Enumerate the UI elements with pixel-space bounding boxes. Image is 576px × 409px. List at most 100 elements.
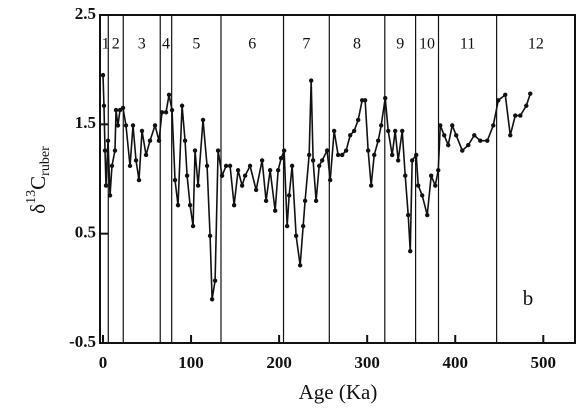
data-point <box>331 128 337 134</box>
data-point <box>339 152 345 158</box>
data-point <box>450 123 455 128</box>
data-point <box>284 223 290 229</box>
data-point <box>302 198 308 204</box>
data-point <box>466 142 471 148</box>
data-point <box>306 152 312 158</box>
stage-label: 6 <box>248 36 256 53</box>
data-point <box>408 248 413 254</box>
data-point <box>223 163 229 169</box>
data-point <box>297 263 303 268</box>
data-point <box>372 152 377 158</box>
data-point <box>101 103 107 108</box>
data-point <box>235 168 241 173</box>
data-point <box>362 98 368 103</box>
data-point <box>253 187 259 193</box>
data-point <box>300 223 306 229</box>
data-point <box>105 138 111 143</box>
data-point <box>386 128 391 134</box>
data-point <box>267 168 273 173</box>
data-point <box>395 158 401 163</box>
data-point <box>133 158 139 163</box>
data-point <box>192 148 198 153</box>
data-point <box>365 148 371 153</box>
data-point <box>445 142 451 148</box>
data-point <box>152 123 158 128</box>
data-point <box>406 212 411 218</box>
data-point <box>524 103 529 108</box>
data-point <box>103 183 109 188</box>
panel-label: b <box>523 286 534 310</box>
data-point <box>143 152 149 158</box>
data-point <box>159 110 165 115</box>
data-point <box>355 117 361 123</box>
data-point <box>204 163 210 169</box>
x-tick-label: 200 <box>266 353 292 372</box>
data-point <box>123 123 129 128</box>
y-tick-label: 1.5 <box>75 113 96 132</box>
data-point <box>120 105 126 111</box>
data-point <box>172 177 178 183</box>
data-point <box>491 123 496 128</box>
data-point <box>231 203 237 208</box>
data-point <box>420 193 425 198</box>
data-point <box>136 177 142 183</box>
data-point <box>107 193 113 198</box>
data-point <box>496 98 501 103</box>
data-point <box>179 103 185 108</box>
data-point <box>147 138 153 143</box>
data-point <box>460 148 465 153</box>
data-point <box>263 198 269 204</box>
data-point <box>156 138 162 143</box>
data-point <box>433 183 438 188</box>
x-tick-label: 100 <box>178 353 204 372</box>
data-point <box>454 133 459 138</box>
data-point <box>438 123 443 128</box>
data-point <box>503 92 508 98</box>
data-point <box>485 138 490 143</box>
x-tick-label: 400 <box>442 353 468 372</box>
y-label-sub: ruber <box>38 146 53 176</box>
data-point <box>319 158 325 163</box>
x-axis-label: Age (Ka) <box>299 380 378 404</box>
data-point <box>403 173 408 178</box>
data-point <box>212 278 218 283</box>
data-point <box>227 163 233 169</box>
data-point <box>425 212 430 218</box>
stage-label: 12 <box>528 36 544 53</box>
data-point <box>247 163 253 169</box>
data-point <box>275 168 281 173</box>
data-point <box>115 123 121 128</box>
y-label-main: C <box>26 176 50 190</box>
data-point <box>278 156 284 161</box>
data-point <box>219 173 225 178</box>
data-point <box>324 148 330 153</box>
data-point <box>112 148 118 153</box>
data-point <box>139 128 145 134</box>
data-point <box>528 91 533 96</box>
data-point <box>347 133 353 138</box>
data-point <box>478 138 483 143</box>
data-point <box>293 233 299 239</box>
data-point <box>272 208 278 213</box>
data-point <box>436 168 441 173</box>
data-point <box>316 163 322 169</box>
data-point <box>259 158 265 163</box>
data-point <box>113 107 119 113</box>
stage-label: 5 <box>192 36 200 53</box>
data-point <box>368 183 374 188</box>
data-point <box>215 148 221 153</box>
stage-label: 11 <box>460 36 475 53</box>
data-point <box>100 72 106 78</box>
data-point <box>400 128 405 134</box>
y-tick-label: -0.5 <box>69 332 96 351</box>
data-point <box>182 138 188 143</box>
data-point <box>335 152 341 158</box>
data-point <box>207 233 213 239</box>
data-point <box>313 198 319 204</box>
data-line <box>102 75 532 300</box>
y-label-prefix: δ <box>26 204 50 214</box>
y-axis-label: δ13Cruber <box>24 146 53 214</box>
data-point <box>414 152 419 158</box>
data-point <box>187 203 193 208</box>
